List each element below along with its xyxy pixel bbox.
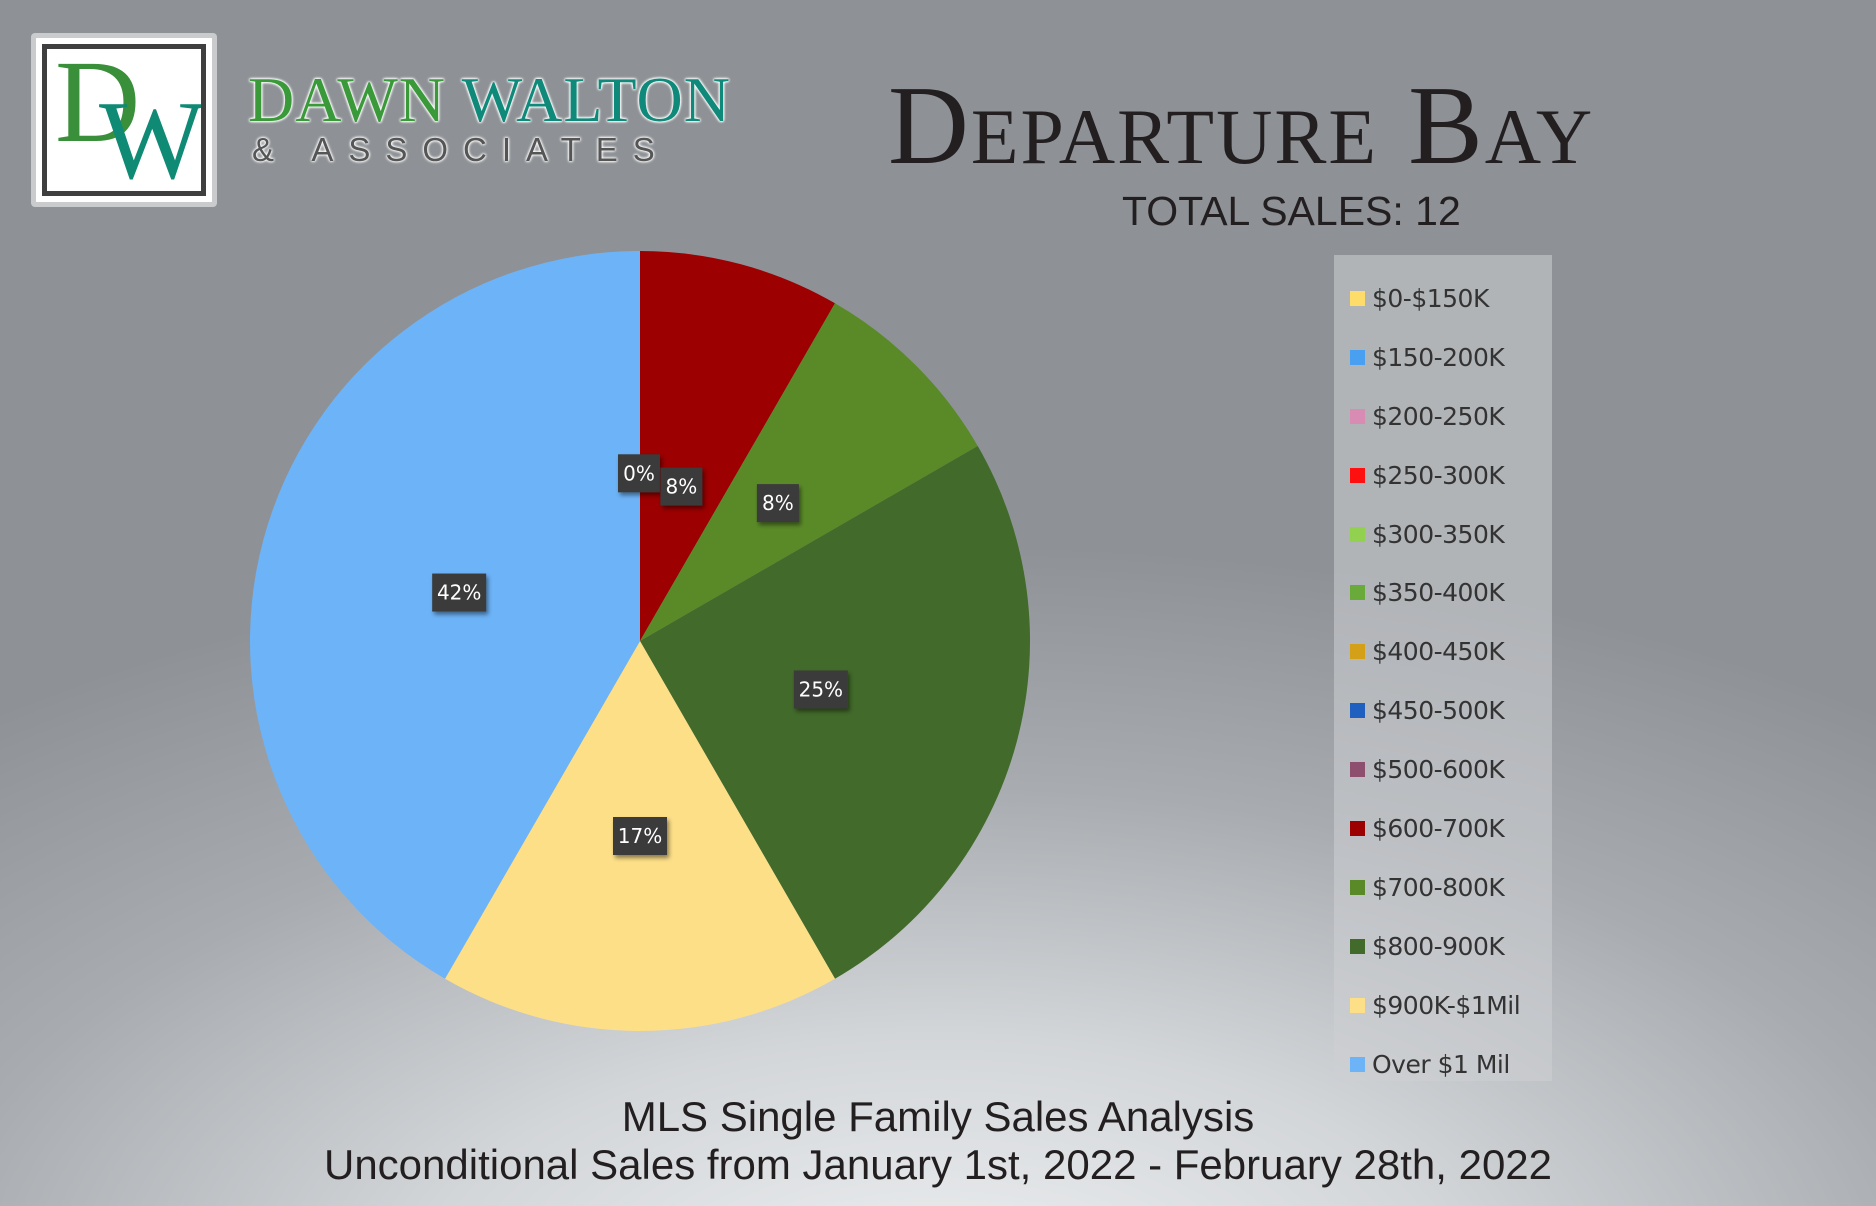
pie-data-labels: 0% 8% 8% 25% 17% 42% — [432, 454, 848, 855]
data-label-text: 25% — [799, 677, 843, 701]
legend-label: $800-900K — [1372, 931, 1505, 961]
data-label-800-900k: 25% — [793, 670, 848, 709]
data-label-box — [613, 817, 667, 855]
legend-item-500-600k: $500-600K — [1334, 740, 1552, 799]
data-label-over-1-mil: 42% — [432, 573, 487, 612]
legend-item-900k-1mil: $900K-$1Mil — [1334, 976, 1552, 1035]
data-label-text: 42% — [437, 581, 481, 605]
page-title: Departure Bay — [888, 64, 1595, 188]
legend-label: $900K-$1Mil — [1372, 990, 1521, 1020]
legend-item-150-200k: $150-200K — [1334, 328, 1552, 387]
legend-label: $400-450K — [1372, 637, 1505, 667]
legend-label: $150-200K — [1372, 342, 1505, 372]
legend-swatch — [1350, 997, 1365, 1013]
legend-swatch — [1350, 526, 1365, 542]
legend-swatch — [1350, 762, 1365, 778]
data-label-box — [618, 454, 660, 493]
data-label-box — [432, 573, 487, 612]
legend-label: $600-700K — [1372, 813, 1505, 843]
pie-slices — [250, 251, 1031, 1031]
brand-name-last: WALTON — [461, 64, 731, 135]
legend-label: $250-300K — [1372, 460, 1505, 490]
legend-label: Over $1 Mil — [1372, 1049, 1510, 1079]
legend-item-0-150k: $0-$150K — [1334, 269, 1552, 328]
legend-item-250-300k: $250-300K — [1334, 446, 1552, 505]
legend-item-800-900k: $800-900K — [1334, 917, 1552, 976]
brand-logo: D W — [31, 33, 217, 207]
logo-letter-w: W — [99, 79, 205, 196]
data-label-0-150k: 0% — [618, 454, 660, 493]
data-label-900k-1mil: 17% — [613, 817, 667, 855]
brand-name-first: DAWN — [248, 64, 446, 135]
legend-swatch — [1350, 820, 1365, 836]
legend-label: $700-800K — [1372, 872, 1505, 902]
legend-item-700-800k: $700-800K — [1334, 858, 1552, 917]
legend-swatch — [1350, 1056, 1365, 1072]
legend-label: $200-250K — [1372, 401, 1505, 431]
legend-swatch — [1350, 585, 1365, 601]
data-label-text: 8% — [666, 475, 698, 499]
legend-swatch — [1350, 938, 1365, 954]
footer-date-range: Unconditional Sales from January 1st, 20… — [323, 1141, 1553, 1188]
legend-swatch — [1350, 290, 1365, 306]
pie-slice-800-900k — [640, 446, 1031, 979]
legend-swatch — [1350, 408, 1365, 424]
brand-name: DAWN WALTON — [248, 68, 731, 132]
legend-swatch — [1350, 644, 1365, 660]
legend-label: $450-500K — [1372, 696, 1505, 726]
legend-label: $300-350K — [1372, 519, 1505, 549]
legend-swatch — [1350, 879, 1365, 895]
data-label-box — [660, 467, 703, 506]
data-label-600-700k: 8% — [660, 467, 703, 506]
pie-slice-700-800k — [640, 303, 978, 641]
legend-label: $350-400K — [1372, 578, 1505, 608]
legend-swatch — [1350, 349, 1365, 365]
legend-item-200-250k: $200-250K — [1334, 387, 1552, 446]
legend-item-300-350k: $300-350K — [1334, 505, 1552, 564]
data-label-text: 8% — [762, 491, 794, 515]
legend-swatch — [1350, 467, 1365, 483]
legend-item-400-450k: $400-450K — [1334, 622, 1552, 681]
legend-item-450-500k: $450-500K — [1334, 681, 1552, 740]
footer-heading: MLS Single Family Sales Analysis — [621, 1093, 1255, 1140]
logo-frame: D W — [42, 44, 206, 196]
data-label-700-800k: 8% — [756, 484, 799, 523]
legend-item-350-400k: $350-400K — [1334, 563, 1552, 622]
legend-label: $0-$150K — [1372, 283, 1489, 313]
data-label-text: 0% — [623, 461, 655, 485]
brand-tagline: & ASSOCIATES — [252, 131, 670, 168]
pie-slice-over-1-mil — [250, 251, 640, 979]
legend-item-over-1-mil: Over $1 Mil — [1334, 1035, 1552, 1094]
chart-legend: $0-$150K $150-200K $200-250K $250-300K $300-… — [1334, 255, 1552, 1081]
legend-label: $500-600K — [1372, 755, 1505, 785]
total-sales: TOTAL SALES: 12 — [1122, 188, 1461, 234]
data-label-box — [793, 670, 848, 709]
data-label-text: 17% — [618, 824, 662, 848]
legend-item-600-700k: $600-700K — [1334, 799, 1552, 858]
pie-slice-600-700k — [640, 251, 835, 641]
legend-swatch — [1350, 703, 1365, 719]
data-label-box — [756, 484, 799, 523]
logo-letter-d: D — [55, 44, 141, 167]
